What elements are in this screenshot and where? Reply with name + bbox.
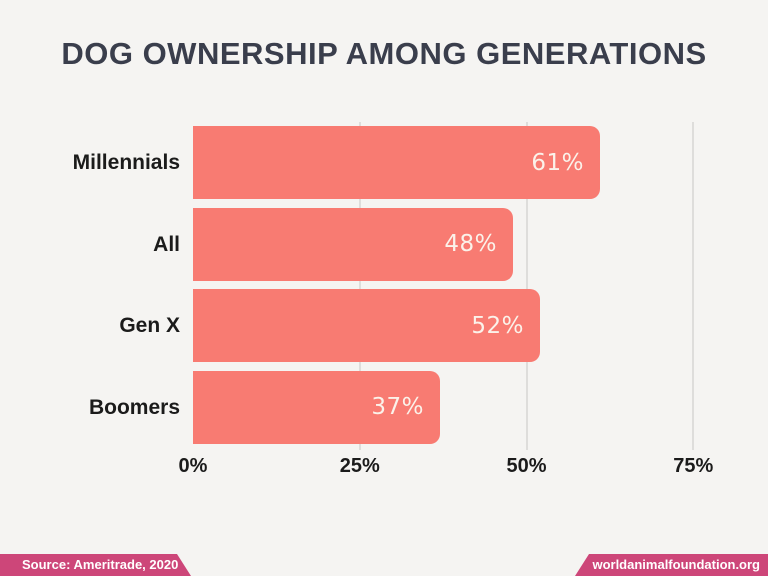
bar-value-boomers: 37% <box>371 394 424 421</box>
x-tick-0: 0% <box>178 455 208 477</box>
bar-value-all: 48% <box>444 231 497 258</box>
bar-value-millennials: 61% <box>531 149 584 176</box>
x-tick-50: 50% <box>506 455 547 477</box>
bar-row-all: All 48% <box>153 207 720 281</box>
website-label: worldanimalfoundation.org <box>592 557 760 572</box>
gridline-50 <box>525 122 528 450</box>
source-label: Source: Ameritrade, 2020 <box>22 557 179 572</box>
chart-title: DOG OWNERSHIP AMONG GENERATIONS <box>61 36 707 71</box>
website-banner: worldanimalfoundation.org <box>575 554 768 576</box>
source-banner: Source: Ameritrade, 2020 <box>0 554 191 576</box>
category-label-all: All <box>153 232 180 256</box>
bar-row-boomers: Boomers 37% <box>89 370 720 444</box>
bar-row-gen-x: Gen X 52% <box>119 289 720 363</box>
category-label-millennials: Millennials <box>72 151 180 174</box>
x-axis: 0% 25% 50% 75% <box>179 455 720 481</box>
category-label-boomers: Boomers <box>88 395 180 419</box>
plot-area <box>193 122 720 450</box>
bar-millennials: 61% <box>193 126 600 199</box>
bar-all: 48% <box>193 207 513 281</box>
gridline-75 <box>692 122 695 450</box>
bar-gen-x: 52% <box>193 289 540 363</box>
category-label-gen-x: Gen X <box>119 314 180 338</box>
bar-chart: Millennials 61% All 48% Gen X 52% Boomers 37% <box>73 126 720 444</box>
bar-value-gen-x: 52% <box>471 312 524 339</box>
x-tick-75: 75% <box>673 455 714 477</box>
bar-boomers: 37% <box>193 370 440 444</box>
x-tick-25: 25% <box>339 455 380 477</box>
bar-row-millennials: Millennials 61% <box>73 126 720 199</box>
gridline-25 <box>358 122 361 450</box>
